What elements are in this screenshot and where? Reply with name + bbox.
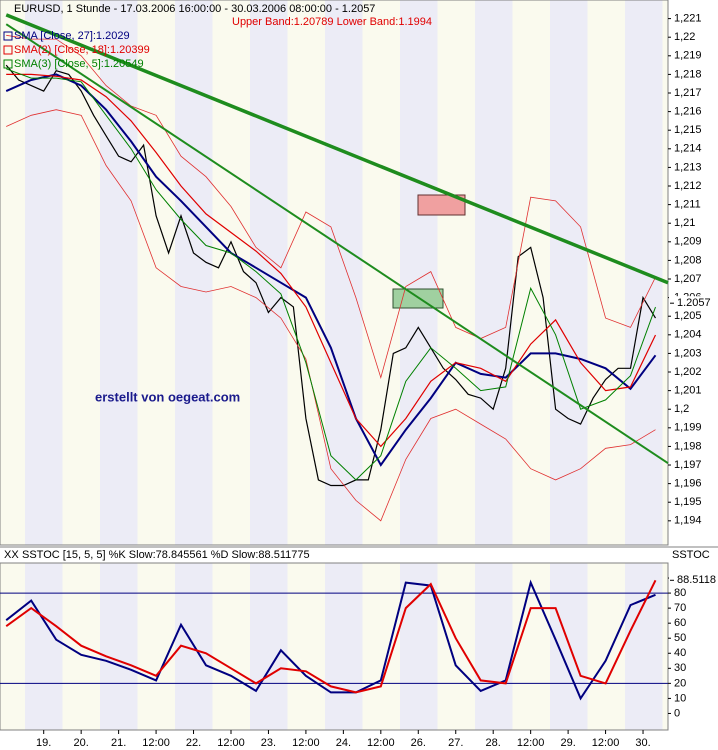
y-tick-label: 1,205 bbox=[674, 310, 702, 322]
x-tick-label: 19. bbox=[36, 737, 51, 749]
series-line bbox=[5, 64, 657, 487]
y-tick-label: 1,215 bbox=[674, 124, 702, 136]
x-tick-label: 12:00 bbox=[292, 737, 320, 749]
series-line bbox=[6, 73, 657, 448]
x-tick-label: 12:00 bbox=[367, 737, 395, 749]
x-tick-label: 12:00 bbox=[517, 737, 545, 749]
x-tick-label: 30. bbox=[635, 737, 650, 749]
x-tick-label: 21. bbox=[111, 737, 126, 749]
last-value-label: 88.5118 bbox=[677, 574, 716, 586]
x-tick-label: 24. bbox=[336, 737, 351, 749]
x-tick-label: 12:00 bbox=[142, 737, 170, 749]
y-tick-label: 50 bbox=[674, 632, 686, 644]
y-tick-label: 70 bbox=[674, 602, 686, 614]
series-line bbox=[6, 68, 656, 481]
x-tick-label: 29. bbox=[560, 737, 575, 749]
y-tick-label: 40 bbox=[674, 647, 686, 659]
trend-line bbox=[5, 23, 669, 464]
y-tick-label: 1,194 bbox=[674, 515, 702, 527]
y-tick-label: 1,201 bbox=[674, 385, 702, 397]
y-tick-label: 1,199 bbox=[674, 422, 702, 434]
y-tick-label: 30 bbox=[674, 662, 686, 674]
x-tick-label: 20. bbox=[74, 737, 89, 749]
y-tick-label: 80 bbox=[674, 587, 686, 599]
y-tick-label: 1,214 bbox=[674, 143, 702, 155]
y-tick-label: 60 bbox=[674, 617, 686, 629]
y-tick-label: 1,208 bbox=[674, 254, 702, 266]
y-tick-label: 1,198 bbox=[674, 440, 702, 452]
x-tick-label: 23. bbox=[261, 737, 276, 749]
y-tick-label: 1,213 bbox=[674, 161, 702, 173]
x-tick-label: 28. bbox=[486, 737, 501, 749]
x-icon: ХХ bbox=[4, 549, 19, 561]
stoch-title: SSTOC [15, 5, 5] %K Slow:78.845561 %D Sl… bbox=[22, 549, 310, 561]
y-tick-label: 1,196 bbox=[674, 478, 702, 490]
y-tick-label: 1,204 bbox=[674, 329, 702, 341]
y-tick-label: 1,195 bbox=[674, 496, 702, 508]
y-tick-label: 1,21 bbox=[674, 217, 695, 229]
y-tick-label: 1,217 bbox=[674, 87, 702, 99]
y-tick-label: 1,197 bbox=[674, 459, 702, 471]
band-annotation: Upper Band:1.20789 Lower Band:1.1994 bbox=[232, 16, 432, 28]
legend-swatch bbox=[3, 45, 13, 55]
legend-swatch bbox=[3, 31, 13, 41]
y-tick-label: 1,22 bbox=[674, 31, 695, 43]
y-tick-label: 20 bbox=[674, 677, 686, 689]
y-tick-label: 1,221 bbox=[674, 13, 702, 25]
series-line bbox=[6, 109, 656, 522]
legend-entry: SMA [Close, 27]:1.2029 bbox=[14, 30, 130, 42]
stoch-header bbox=[0, 547, 718, 562]
watermark: erstellt von oegeat.com bbox=[95, 389, 240, 404]
y-tick-label: 1,219 bbox=[674, 50, 702, 62]
price-plot bbox=[5, 13, 669, 522]
x-tick-label: 12:00 bbox=[217, 737, 245, 749]
stoch-plot bbox=[0, 579, 668, 701]
y-tick-label: 1,218 bbox=[674, 68, 702, 80]
x-tick-label: 22. bbox=[186, 737, 201, 749]
last-value-box bbox=[669, 573, 717, 588]
y-tick-label: 1,212 bbox=[674, 180, 702, 192]
last-value-box bbox=[669, 296, 717, 311]
series-line bbox=[6, 34, 656, 380]
x-tick-label: 12:00 bbox=[592, 737, 620, 749]
series-line bbox=[5, 73, 657, 467]
y-tick-label: 1,2 bbox=[674, 403, 689, 415]
y-tick-label: 1,203 bbox=[674, 347, 702, 359]
series-line bbox=[5, 579, 657, 694]
zone-box bbox=[417, 194, 466, 216]
y-tick-label: 0 bbox=[674, 707, 680, 719]
x-tick-label: 27. bbox=[448, 737, 463, 749]
stoch-panel bbox=[0, 562, 669, 731]
trend-line bbox=[5, 13, 669, 285]
legend-entry: SMA(2) [Close, 18]:1.20399 bbox=[14, 44, 150, 56]
price-panel bbox=[0, 0, 669, 546]
last-value-label: 1.2057 bbox=[677, 297, 711, 309]
y-tick-label: 1,207 bbox=[674, 273, 702, 285]
y-tick-label: 1,202 bbox=[674, 366, 702, 378]
legend-swatch bbox=[3, 59, 13, 69]
chart-title: EURUSD, 1 Stunde - 17.03.2006 16:00:00 -… bbox=[14, 3, 375, 15]
series-line bbox=[5, 579, 656, 701]
y-tick-label: 1,211 bbox=[674, 199, 701, 211]
stoch-axis-label: SSTOC bbox=[672, 549, 710, 561]
y-tick-label: 1,216 bbox=[674, 106, 702, 118]
y-tick-label: 1,209 bbox=[674, 236, 702, 248]
y-tick-label: 10 bbox=[674, 692, 686, 704]
x-tick-label: 26. bbox=[411, 737, 426, 749]
legend-entry: SMA(3) [Close, 5]:1.20549 bbox=[14, 58, 144, 70]
